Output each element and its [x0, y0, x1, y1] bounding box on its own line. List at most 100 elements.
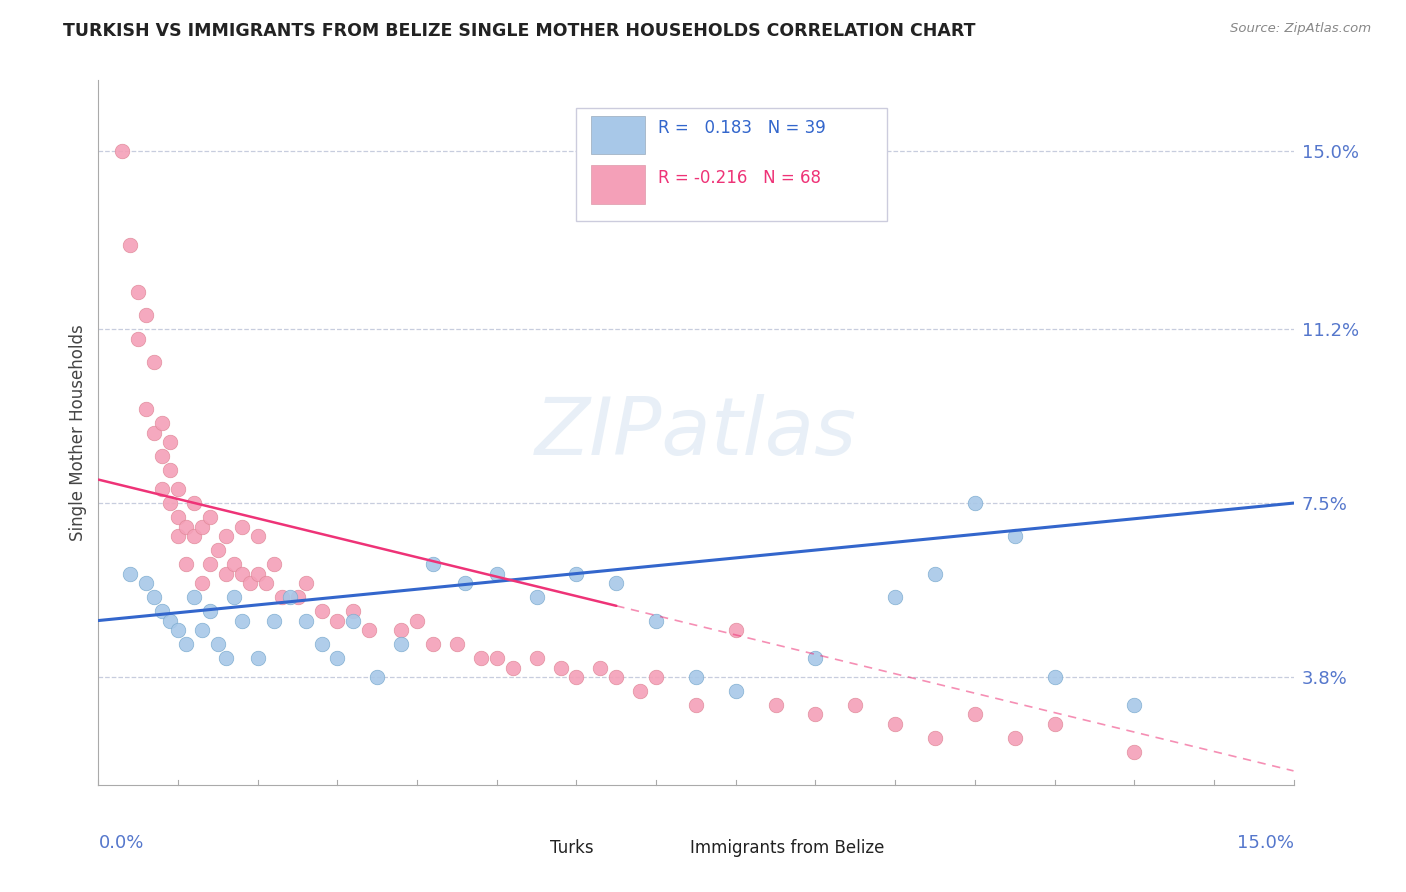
Point — [254, 576, 277, 591]
FancyBboxPatch shape — [591, 115, 644, 154]
Point — [359, 623, 381, 637]
Point — [278, 590, 301, 604]
Point — [198, 604, 221, 618]
Point — [231, 614, 253, 628]
Point — [198, 557, 221, 571]
Point — [422, 637, 444, 651]
Point — [231, 566, 253, 581]
Point — [135, 576, 157, 591]
Point — [263, 557, 285, 571]
Point — [159, 435, 181, 450]
FancyBboxPatch shape — [591, 165, 644, 203]
Point — [589, 660, 612, 674]
Point — [454, 576, 477, 591]
Point — [389, 637, 412, 651]
Point — [270, 590, 292, 604]
Text: R = -0.216   N = 68: R = -0.216 N = 68 — [658, 169, 821, 186]
Point — [143, 590, 166, 604]
Point — [263, 614, 285, 628]
Point — [645, 670, 668, 684]
Point — [159, 496, 181, 510]
Point — [127, 285, 149, 299]
Point — [294, 576, 316, 591]
FancyBboxPatch shape — [654, 838, 685, 859]
Point — [167, 510, 190, 524]
Point — [167, 529, 190, 543]
Point — [485, 566, 508, 581]
Point — [550, 660, 572, 674]
Point — [143, 425, 166, 440]
Point — [924, 566, 946, 581]
Point — [526, 590, 548, 604]
Point — [167, 623, 190, 637]
Point — [685, 670, 707, 684]
Point — [565, 566, 588, 581]
Point — [311, 604, 333, 618]
Point — [246, 651, 269, 665]
Point — [406, 614, 429, 628]
Point — [963, 496, 986, 510]
Point — [326, 614, 349, 628]
FancyBboxPatch shape — [517, 838, 547, 859]
Point — [239, 576, 262, 591]
Point — [127, 332, 149, 346]
Point — [1123, 745, 1146, 759]
Text: 15.0%: 15.0% — [1236, 834, 1294, 852]
Point — [135, 402, 157, 417]
Point — [150, 449, 173, 463]
Point — [294, 614, 316, 628]
Point — [174, 519, 197, 533]
Point — [446, 637, 468, 651]
Point — [342, 604, 364, 618]
Point — [120, 237, 142, 252]
Point — [287, 590, 309, 604]
Point — [963, 707, 986, 722]
Point — [215, 529, 238, 543]
Point — [605, 576, 627, 591]
Text: Source: ZipAtlas.com: Source: ZipAtlas.com — [1230, 22, 1371, 36]
Text: Turks: Turks — [550, 839, 593, 857]
Point — [159, 463, 181, 477]
Point — [174, 637, 197, 651]
Y-axis label: Single Mother Households: Single Mother Households — [69, 325, 87, 541]
Text: 0.0%: 0.0% — [98, 834, 143, 852]
Point — [1004, 529, 1026, 543]
Point — [342, 614, 364, 628]
Point — [215, 566, 238, 581]
Point — [685, 698, 707, 712]
FancyBboxPatch shape — [576, 109, 887, 221]
Point — [183, 590, 205, 604]
Point — [724, 684, 747, 698]
Point — [207, 637, 229, 651]
Point — [1043, 717, 1066, 731]
Point — [526, 651, 548, 665]
Point — [605, 670, 627, 684]
Point — [924, 731, 946, 745]
Point — [470, 651, 492, 665]
Point — [1004, 731, 1026, 745]
Point — [191, 576, 214, 591]
Point — [159, 614, 181, 628]
Point — [120, 566, 142, 581]
Point — [183, 496, 205, 510]
Point — [191, 519, 214, 533]
Point — [485, 651, 508, 665]
Point — [422, 557, 444, 571]
Point — [804, 651, 827, 665]
Point — [111, 144, 134, 158]
Point — [366, 670, 388, 684]
Point — [174, 557, 197, 571]
Point — [183, 529, 205, 543]
Point — [804, 707, 827, 722]
Point — [645, 614, 668, 628]
Point — [389, 623, 412, 637]
Point — [311, 637, 333, 651]
Point — [150, 604, 173, 618]
Text: TURKISH VS IMMIGRANTS FROM BELIZE SINGLE MOTHER HOUSEHOLDS CORRELATION CHART: TURKISH VS IMMIGRANTS FROM BELIZE SINGLE… — [63, 22, 976, 40]
Text: R =   0.183   N = 39: R = 0.183 N = 39 — [658, 120, 825, 137]
Point — [135, 308, 157, 322]
Point — [1123, 698, 1146, 712]
Point — [884, 717, 907, 731]
Point — [628, 684, 651, 698]
Point — [502, 660, 524, 674]
